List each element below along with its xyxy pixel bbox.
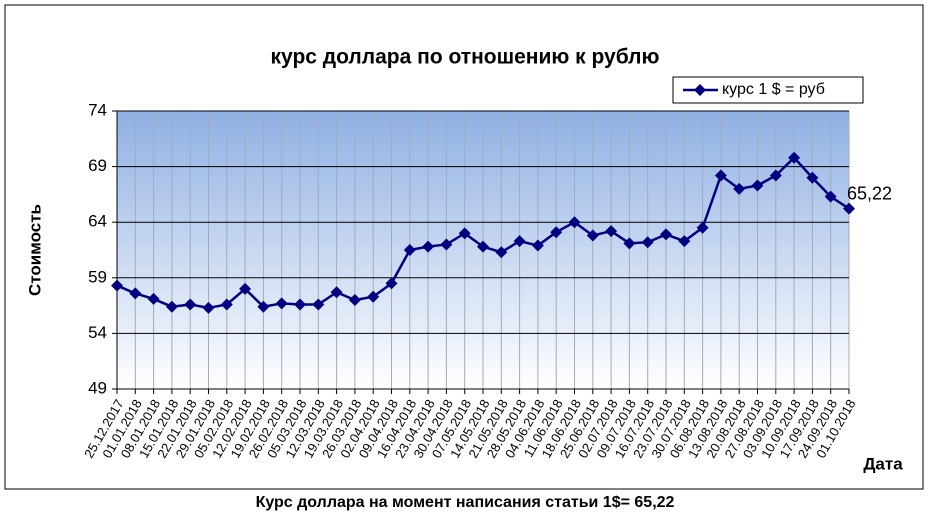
data-point — [275, 297, 288, 310]
data-point — [403, 244, 416, 256]
data-point — [678, 235, 691, 248]
data-label: 65,22 — [847, 183, 892, 203]
data-point — [477, 240, 489, 253]
data-point — [513, 235, 526, 248]
data-point — [220, 298, 233, 311]
data-point — [623, 237, 636, 250]
data-point — [165, 300, 178, 313]
data-point — [605, 225, 618, 238]
data-point — [458, 227, 471, 240]
data-point — [531, 239, 544, 252]
data-point — [440, 238, 453, 251]
caption: Курс доллара на момент написания статьи … — [256, 494, 675, 511]
y-tick-label: 74 — [88, 100, 107, 119]
y-tick-label: 69 — [88, 156, 107, 175]
data-point — [733, 182, 746, 195]
data-point — [184, 298, 197, 311]
chart-title: курс доллара по отношению к рублю — [271, 46, 660, 69]
data-point — [367, 290, 380, 303]
data-point — [696, 221, 709, 234]
data-point — [788, 151, 801, 164]
data-point — [843, 202, 855, 215]
x-axis-label: Дата — [863, 454, 903, 473]
data-point — [312, 298, 325, 311]
data-point — [769, 169, 782, 182]
legend-marker — [694, 84, 706, 96]
data-point — [330, 286, 343, 299]
y-tick-label: 49 — [88, 378, 107, 397]
data-point — [294, 298, 306, 311]
y-tick-label: 64 — [88, 212, 107, 231]
data-point — [202, 301, 215, 314]
data-point — [751, 179, 764, 192]
data-point — [239, 282, 252, 295]
data-point — [147, 292, 160, 305]
y-axis-label: Стоимость — [25, 204, 44, 296]
data-point — [660, 228, 672, 241]
data-point — [422, 240, 435, 253]
data-point — [495, 246, 508, 259]
data-point — [568, 216, 581, 229]
data-point — [550, 226, 563, 239]
data-point — [806, 171, 819, 184]
data-point — [257, 300, 270, 313]
data-point — [129, 287, 142, 300]
data-point — [714, 169, 727, 182]
y-tick-label: 59 — [88, 267, 107, 286]
y-tick-label: 54 — [88, 323, 107, 342]
data-point — [111, 279, 123, 292]
data-point — [586, 229, 599, 242]
data-point — [824, 190, 837, 203]
data-point — [641, 236, 654, 249]
legend-label: курс 1 $ = руб — [722, 81, 825, 98]
data-point — [348, 294, 361, 307]
data-point — [385, 277, 398, 290]
